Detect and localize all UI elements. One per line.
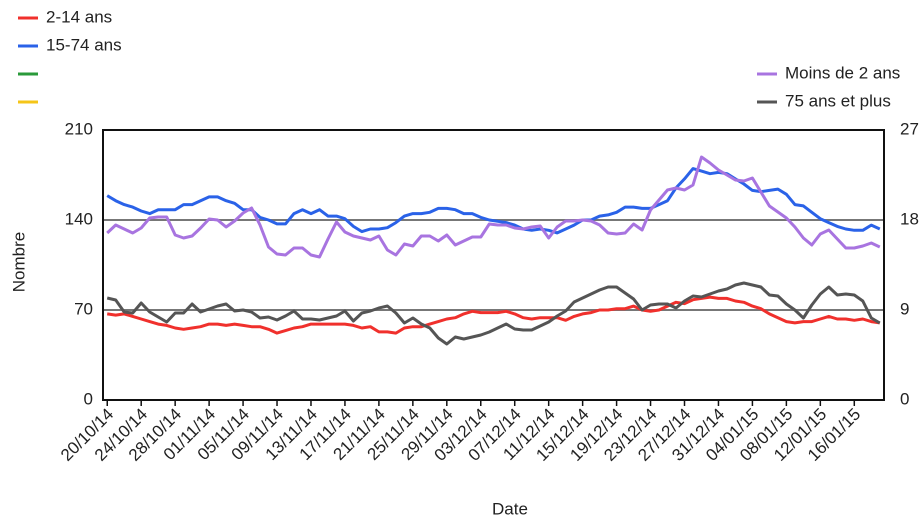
series-line <box>106 155 881 259</box>
x-axis-title: Date <box>492 499 528 518</box>
plot-frame <box>102 129 885 401</box>
y2-tick-label: 27 <box>900 119 919 138</box>
y-tick-label: 210 <box>65 119 93 138</box>
legend-label: 75 ans et plus <box>785 91 891 110</box>
series-line <box>106 167 881 235</box>
y-tick-label: 0 <box>84 389 93 408</box>
y-tick-label: 70 <box>74 299 93 318</box>
y2-tick-label: 0 <box>900 389 909 408</box>
y2-tick-label: 9 <box>900 299 909 318</box>
legend-label: Moins de 2 ans <box>785 63 900 82</box>
y2-tick-label: 18 <box>900 209 919 228</box>
series-line <box>106 281 881 346</box>
y-tick-label: 140 <box>65 209 93 228</box>
legend-label: 15-74 ans <box>46 35 122 54</box>
series-line <box>106 295 881 335</box>
legend-label: 2-14 ans <box>46 7 112 26</box>
y-axis-title: Nombre <box>9 232 28 292</box>
